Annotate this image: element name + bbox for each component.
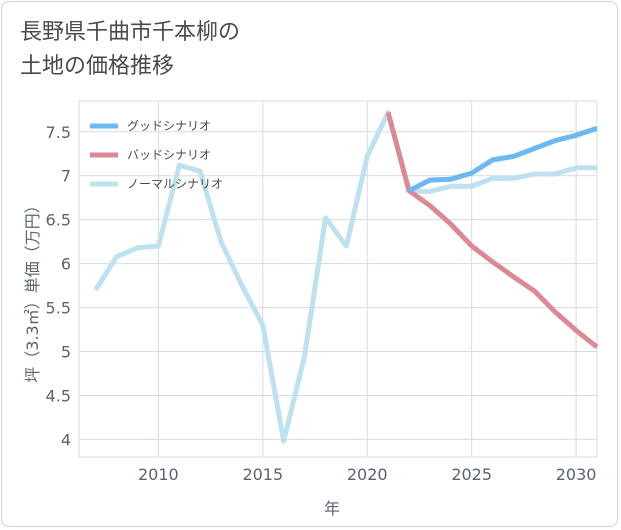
- chart-title-line1: 長野県千曲市千本柳の: [20, 20, 241, 45]
- y-tick-label: 7.5: [46, 123, 71, 142]
- legend-label-2: ノーマルシナリオ: [127, 177, 223, 191]
- y-tick-label: 4: [61, 430, 71, 449]
- x-tick-label: 2030: [556, 465, 597, 484]
- y-tick-label: 7: [61, 167, 71, 186]
- series-line-1: [385, 111, 599, 350]
- x-axis-title: 年: [324, 499, 340, 518]
- y-tick-label: 6.5: [46, 211, 71, 230]
- legend-label-0: グッドシナリオ: [127, 119, 211, 133]
- series-layer: [93, 109, 599, 444]
- series-line-0: [407, 125, 598, 193]
- x-tick-label: 2025: [451, 465, 492, 484]
- plot-frame: [78, 100, 598, 458]
- y-tick-label: 5: [61, 343, 71, 362]
- y-tick-label: 4.5: [46, 386, 71, 405]
- legend-label-1: バッドシナリオ: [127, 148, 211, 162]
- y-tick-label: 5.5: [46, 299, 71, 318]
- x-tick-label: 2020: [347, 465, 388, 484]
- tick-labels: 4 4.5 5 5.5 6 6.5 7 7.5 2010 2015 2020 2025 2030: [46, 123, 597, 484]
- x-tick-label: 2010: [138, 465, 179, 484]
- y-axis-title: 坪（3.3㎡）単価（万円）: [23, 197, 42, 382]
- y-tick-label: 6: [61, 255, 71, 274]
- x-tick-label: 2015: [242, 465, 283, 484]
- chart-title-line2: 土地の価格推移: [20, 54, 175, 79]
- series-line-2: [93, 109, 597, 444]
- chart-title: 長野県千曲市千本柳の 土地の価格推移: [20, 16, 240, 84]
